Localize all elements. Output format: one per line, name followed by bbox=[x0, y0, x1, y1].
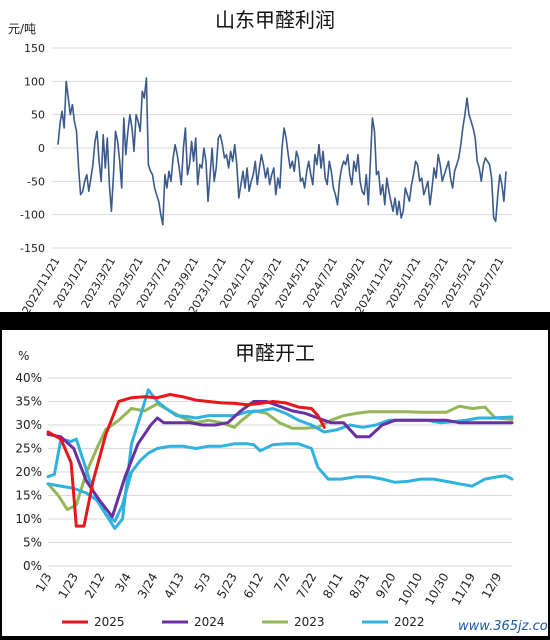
x-axis-ticks: 2022/11/212023/1/212023/3/212023/5/21202… bbox=[20, 255, 507, 316]
series-line-extra bbox=[46, 442, 514, 523]
watermark: www.365jz.com bbox=[458, 619, 548, 634]
series-line-2025 bbox=[46, 393, 326, 528]
x-tick-label: 3/24 bbox=[135, 571, 161, 601]
y-tick-label: 150 bbox=[24, 42, 45, 55]
y-tick-label: 25% bbox=[15, 442, 42, 456]
legend-label: 2024 bbox=[194, 615, 225, 629]
x-tick-label: 5/23 bbox=[214, 571, 240, 601]
y-unit-label: % bbox=[18, 349, 29, 363]
x-tick-label: 3/4 bbox=[112, 571, 134, 595]
y-tick-label: 50 bbox=[31, 109, 45, 122]
y-tick-label: 0% bbox=[23, 559, 42, 573]
x-tick-label: 6/12 bbox=[241, 571, 267, 601]
series-line-2024 bbox=[46, 400, 514, 519]
y-tick-label: 0 bbox=[38, 142, 45, 155]
gridlines bbox=[52, 47, 512, 249]
series-line-2022 bbox=[46, 388, 514, 530]
y-axis-ticks: 40% 35% 30% 25% 20% 15% 10% 5% 0% bbox=[15, 371, 42, 573]
y-tick-label: 40% bbox=[15, 371, 42, 385]
x-tick-label: 7/2 bbox=[271, 571, 293, 595]
x-tick-label: 8/11 bbox=[320, 571, 346, 601]
x-tick-label: 4/13 bbox=[161, 571, 187, 601]
chart-title: 甲醛开工 bbox=[235, 341, 315, 365]
y-tick-label: 10% bbox=[15, 512, 42, 526]
plot-lines bbox=[57, 77, 507, 226]
legend-label: 2025 bbox=[94, 615, 125, 629]
y-axis-ticks: 150 100 50 0 -50 -100 -150 bbox=[20, 42, 45, 255]
x-tick-label: 5/3 bbox=[192, 571, 214, 595]
x-tick-label: 12/9 bbox=[479, 571, 505, 601]
x-tick-label: 9/20 bbox=[373, 571, 399, 601]
chart-title: 山东甲醛利润 bbox=[215, 8, 335, 32]
profit-series-line bbox=[57, 77, 507, 226]
y-tick-label: -150 bbox=[20, 242, 45, 255]
x-tick-label: 1/3 bbox=[33, 571, 55, 595]
x-tick-label: 8/31 bbox=[347, 571, 373, 601]
operating-rate-chart: 甲醛开工 % 40% 35% 30% 25% 20% 15% 10% 5% 0% 1/3 1/23… bbox=[15, 341, 550, 634]
x-tick-label: 11/19 bbox=[449, 571, 478, 608]
x-tick-label: 2/12 bbox=[82, 571, 108, 601]
x-tick-label: 1/23 bbox=[55, 571, 81, 601]
x-tick-label: 10/10 bbox=[396, 571, 425, 608]
y-tick-label: 100 bbox=[24, 75, 45, 88]
x-axis-ticks: 1/3 1/23 2/12 3/4 3/24 4/13 5/3 5/23 6/12 7/2 7/22… bbox=[33, 571, 505, 608]
x-tick-label: 7/22 bbox=[294, 571, 320, 601]
legend-label: 2022 bbox=[394, 615, 425, 629]
y-tick-label: 35% bbox=[15, 395, 42, 409]
profit-chart: 山东甲醛利润 元/吨 150 100 50 0 -50 -100 -150 2022/11/… bbox=[8, 8, 512, 316]
y-tick-label: -100 bbox=[20, 209, 45, 222]
y-tick-label: 15% bbox=[15, 489, 42, 503]
operating-rate-chart-panel: 甲醛开工 % 40% 35% 30% 25% 20% 15% 10% 5% 0% 1/3 1/23… bbox=[2, 330, 550, 636]
legend-label: 2023 bbox=[294, 615, 325, 629]
legend: 2025 2024 2023 2022 bbox=[62, 615, 425, 629]
y-tick-label: 20% bbox=[15, 465, 42, 479]
plot-lines bbox=[46, 388, 514, 530]
y-tick-label: 5% bbox=[23, 536, 42, 550]
y-tick-label: -50 bbox=[27, 175, 45, 188]
y-unit-label: 元/吨 bbox=[8, 22, 36, 36]
profit-chart-panel: 山东甲醛利润 元/吨 150 100 50 0 -50 -100 -150 2022/11/… bbox=[0, 0, 550, 316]
x-tick-label: 10/30 bbox=[422, 571, 451, 608]
y-tick-label: 30% bbox=[15, 418, 42, 432]
